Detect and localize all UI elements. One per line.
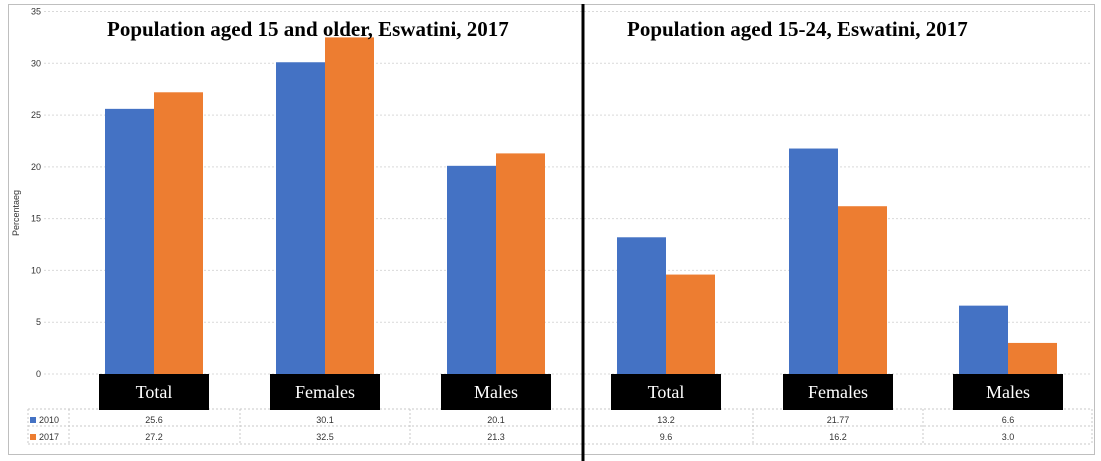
legend-2017: 2017	[30, 432, 59, 442]
bar-right-2010-males	[959, 306, 1008, 374]
y-tick-label: 35	[31, 7, 41, 17]
table-cell-left-2010-total: 25.6	[99, 415, 209, 425]
y-tick-label: 0	[36, 369, 41, 379]
bar-left-2010-males	[447, 166, 496, 374]
table-cell-right-2010-total: 13.2	[611, 415, 721, 425]
table-cell-right-2010-males: 6.6	[953, 415, 1063, 425]
category-label-right-total: Total	[611, 374, 721, 410]
bars	[105, 37, 1057, 374]
table-cell-left-2010-females: 30.1	[270, 415, 380, 425]
bar-right-2017-total	[666, 275, 715, 374]
category-label-right-males: Males	[953, 374, 1063, 410]
legend-2010-label: 2010	[39, 415, 59, 425]
y-tick-label: 20	[31, 162, 41, 172]
y-axis-ticks: 0 5 10 15 20 25 30 35	[31, 7, 41, 380]
legend-2010-swatch	[30, 417, 36, 423]
bar-right-2010-total	[617, 237, 666, 374]
legend-2017-swatch	[30, 434, 36, 440]
bar-left-2010-females	[276, 62, 325, 374]
y-tick-label: 10	[31, 265, 41, 275]
legend-2017-label: 2017	[39, 432, 59, 442]
legend-2010: 2010	[30, 415, 59, 425]
y-tick-label: 30	[31, 58, 41, 68]
bar-right-2017-females	[838, 206, 887, 374]
table-cell-left-2010-males: 20.1	[441, 415, 551, 425]
category-label-left-males: Males	[441, 374, 551, 410]
table-cell-left-2017-total: 27.2	[99, 432, 209, 442]
table-cell-right-2017-total: 9.6	[611, 432, 721, 442]
bar-left-2017-females	[325, 37, 374, 374]
category-label-right-females: Females	[783, 374, 893, 410]
chart-title-right: Population aged 15-24, Eswatini, 2017	[627, 16, 1067, 42]
bar-right-2017-males	[1008, 343, 1057, 374]
bar-right-2010-females	[789, 149, 838, 374]
bar-left-2017-males	[496, 153, 545, 374]
table-cell-right-2017-females: 16.2	[783, 432, 893, 442]
table-cell-right-2010-females: 21.77	[783, 415, 893, 425]
category-label-left-total: Total	[99, 374, 209, 410]
table-cell-left-2017-females: 32.5	[270, 432, 380, 442]
y-tick-label: 5	[36, 317, 41, 327]
y-axis-label: Percentaeg	[11, 183, 21, 243]
y-tick-label: 15	[31, 214, 41, 224]
bar-left-2010-total	[105, 109, 154, 374]
chart-title-left: Population aged 15 and older, Eswatini, …	[107, 16, 547, 42]
y-tick-label: 25	[31, 110, 41, 120]
table-cell-right-2017-males: 3.0	[953, 432, 1063, 442]
table-cell-left-2017-males: 21.3	[441, 432, 551, 442]
category-label-left-females: Females	[270, 374, 380, 410]
bar-left-2017-total	[154, 92, 203, 374]
